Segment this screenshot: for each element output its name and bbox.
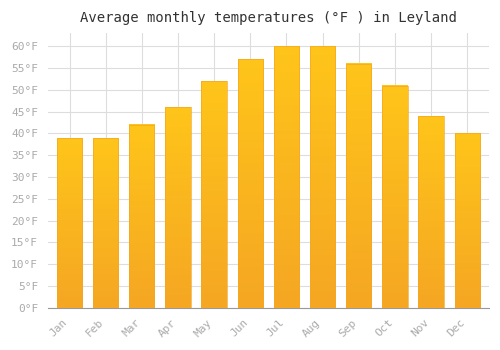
- Bar: [382, 85, 407, 308]
- Bar: [93, 138, 118, 308]
- Bar: [274, 46, 299, 308]
- Bar: [346, 64, 372, 308]
- Title: Average monthly temperatures (°F ) in Leyland: Average monthly temperatures (°F ) in Le…: [80, 11, 457, 25]
- Bar: [454, 133, 480, 308]
- Bar: [202, 81, 227, 308]
- Bar: [57, 138, 82, 308]
- Bar: [129, 125, 154, 308]
- Bar: [166, 107, 190, 308]
- Bar: [238, 60, 263, 308]
- Bar: [310, 46, 335, 308]
- Bar: [418, 116, 444, 308]
